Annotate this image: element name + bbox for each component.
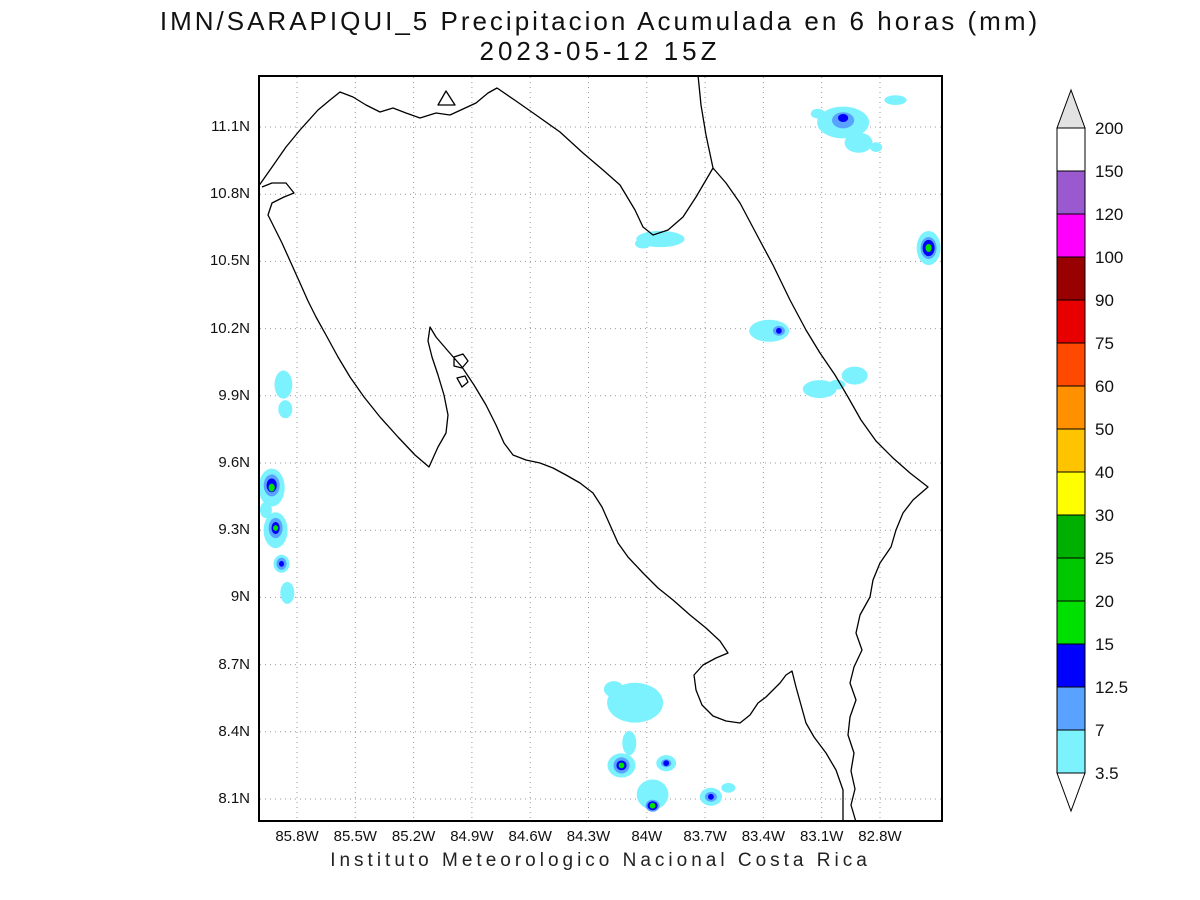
precip-cell-3.5mm [622,730,637,756]
lon-tick-label: 83.1W [800,828,844,845]
precip-cell-3.5mm [259,501,272,519]
lon-tick-label: 83.4W [741,828,786,845]
colorbar-tick-label: 20 [1095,592,1114,611]
colorbar-cell [1056,471,1086,516]
colorbar-cell [1056,557,1086,602]
lat-tick-label: 9.6N [218,454,250,471]
colorbar-cell [1056,729,1086,774]
colorbar-tick-label: 12.5 [1095,678,1128,697]
costa-rica-coastline [257,74,929,823]
colorbar-tick-label: 100 [1095,248,1123,267]
colorbar-cell [1056,385,1086,430]
precip-cell-3.5mm [274,370,293,399]
colorbar-tick-label: 50 [1095,420,1114,439]
colorbar-tick-label: 25 [1095,549,1114,568]
colorbar: 200 150 120 100 90 75 60 50 40 30 25 20 15 12.5 7 3.5 [1056,88,1128,813]
precip-cell-3.5mm [829,379,846,390]
lon-tick-label: 85.5W [333,828,377,845]
colorbar-tick-label: 150 [1095,162,1123,181]
colorbar-cell [1056,170,1086,215]
lat-tick-label: 8.1N [218,790,250,807]
lat-tick-label: 11.1N [211,118,250,135]
colorbar-cell [1056,213,1086,258]
precip-cell-3.5mm [280,581,295,604]
lat-tick-label: 9.9N [218,386,250,404]
lat-tick-label: 10.2N [209,319,250,337]
precip-cell-12.5mm [776,327,782,334]
lat-tick-label: 10.8N [209,185,250,203]
precip-cell-12.5mm [838,114,849,122]
lon-tick-label: 82.8W [858,828,902,845]
precip-cell-3.5mm [844,132,873,153]
lat-tick-label: 8.7N [218,655,250,673]
lon-tick-label: 85.8W [275,828,319,845]
precip-cell-15mm [649,802,656,809]
precip-layer [258,95,941,812]
precip-cell-3.5mm [884,95,907,105]
lat-tick-label: 9.3N [218,521,250,539]
colorbar-cell [1056,514,1086,559]
grid-layer [260,77,941,820]
precip-cell-15mm [268,483,275,492]
map-plot [257,74,943,823]
plot-subtitle: 2023-05-12 15Z [479,36,721,66]
colorbar-tick-label: 7 [1095,721,1104,740]
colorbar-tick-label: 75 [1095,334,1114,353]
precip-cell-3.5mm [603,681,624,698]
precip-cell-12.5mm [663,760,670,767]
colorbar-tick-label: 30 [1095,506,1114,525]
precip-cell-12.5mm [279,560,284,567]
precip-cell-15mm [925,244,932,252]
colorbar-tick-label: 120 [1095,205,1123,224]
precip-cell-3.5mm [636,779,669,810]
colorbar-tick-label: 200 [1095,119,1123,138]
lon-tick-label: 84.9W [450,828,494,845]
colorbar-tick-label: 60 [1095,377,1114,396]
colorbar-cell [1056,299,1086,344]
precip-cell-3.5mm [810,108,825,119]
colorbar-cell [1056,256,1086,301]
colorbar-cell [1056,686,1086,731]
lon-tick-label: 85.2W [391,828,436,845]
colorbar-cell [1056,643,1086,688]
precip-cell-15mm [273,525,279,531]
colorbar-up-arrow [1056,88,1086,129]
lat-tick-label: 9N [230,588,250,606]
precip-cell-12.5mm [708,793,714,800]
lon-tick-label: 84.3W [566,828,611,845]
plot-frame [258,75,943,822]
colorbar-tick-label: 15 [1095,635,1114,654]
lat-tick-label: 8.4N [218,722,250,740]
lon-tick-label: 84.6W [508,828,552,845]
map-svg [257,74,943,823]
precip-cell-3.5mm [721,782,736,793]
precip-cell-3.5mm [870,142,883,153]
precip-cell-3.5mm [841,366,868,385]
colorbar-down-arrow [1056,772,1086,813]
colorbar-tick-label: 3.5 [1095,764,1119,783]
footer-caption: Instituto Meteorologico Nacional Costa R… [330,850,871,871]
plot-title: IMN/SARAPIQUI_5 Precipitacion Acumulada … [159,6,1041,36]
lat-tick-label: 10.5N [209,252,250,270]
precip-cell-15mm [618,762,625,769]
precip-cell-3.5mm [749,319,790,342]
precip-cell-3.5mm [278,400,293,419]
colorbar-tick-label: 90 [1095,291,1114,310]
colorbar-cell [1056,600,1086,645]
colorbar-tick-label: 40 [1095,463,1114,482]
lon-tick-label: 84W [631,828,663,845]
colorbar-cell [1056,342,1086,387]
colorbar-cell [1056,127,1086,172]
lon-tick-label: 83.7W [683,828,727,845]
precip-cell-3.5mm [802,380,837,399]
precip-cell-3.5mm [634,238,651,249]
colorbar-cell [1056,428,1086,473]
